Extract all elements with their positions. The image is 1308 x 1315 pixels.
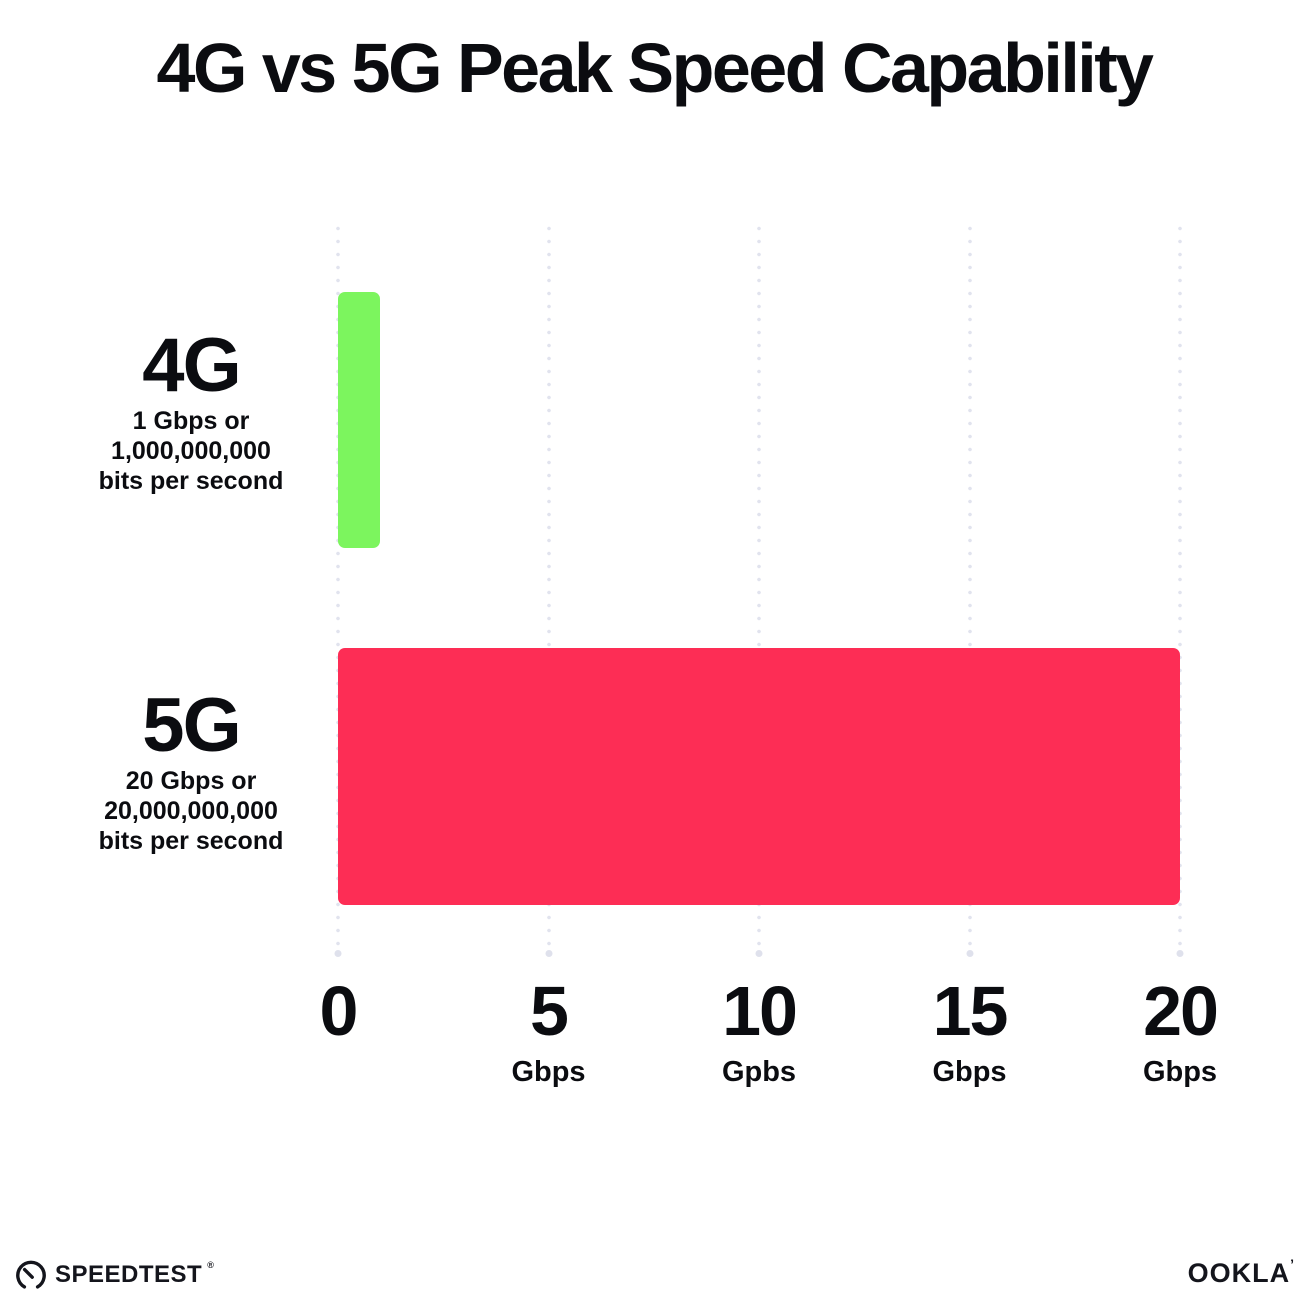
ookla-logo: OOKLA ’ [1187,1256,1294,1289]
speedtest-wordmark: SPEEDTEST [55,1261,203,1288]
sublabel-5g-line2: 20,000,000,000 [104,797,278,825]
x-tick-5: 5 Gbps [429,975,669,1087]
speedtest-trademark-mark: ® [207,1260,214,1270]
x-tick-15: 15 Gbps [850,975,1090,1087]
x-tick-number: 5 [530,972,569,1050]
x-tick-unit: Gpbs [721,1056,797,1088]
category-label-4g: 4G [142,323,241,408]
x-tick-number: 15 [932,972,1009,1050]
x-tick-unit: Gbps [1142,1056,1218,1088]
x-tick-10: 10 Gpbs [639,975,879,1087]
row-label-5g: 5G 20 Gbps or 20,000,000,000 bits per se… [38,686,344,856]
gridline-0 [336,222,340,948]
sublabel-4g-line3: bits per second [98,467,284,495]
ookla-wordmark: OOKLA [1187,1258,1291,1288]
ookla-trademark-mark: ’ [1290,1256,1294,1272]
bar-4g [338,292,380,548]
row-label-4g: 4G 1 Gbps or 1,000,000,000 bits per seco… [38,326,344,496]
sublabel-5g-line3: bits per second [98,827,284,855]
bar-5g [338,648,1180,905]
x-tick-number: 10 [722,972,798,1050]
sublabel-4g-line1: 1 Gbps or [132,407,250,435]
gridline-5 [546,222,551,948]
category-label-5g: 5G [142,683,241,768]
x-tick-20: 20 Gbps [1060,975,1300,1087]
speedtest-gauge-icon [16,1260,46,1289]
gridline-15 [967,222,972,948]
x-tick-unit: Gbps [511,1056,586,1088]
x-tick-number: 0 [319,972,359,1050]
gridline-10 [757,222,761,948]
speedtest-logo: SPEEDTEST ® [14,1258,214,1292]
chart-title: 4G vs 5G Peak Speed Capability [156,29,1154,107]
sublabel-4g-line2: 1,000,000,000 [111,437,271,465]
gridline-20 [1178,222,1182,948]
x-tick-unit: Gbps [932,1056,1007,1088]
x-tick-0: 0 [218,975,458,1047]
sublabel-5g-line1: 20 Gbps or [125,767,257,795]
x-tick-number: 20 [1143,972,1219,1050]
